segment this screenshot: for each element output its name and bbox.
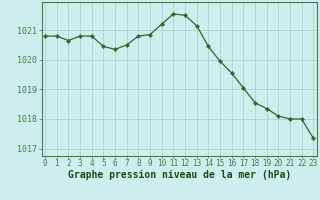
X-axis label: Graphe pression niveau de la mer (hPa): Graphe pression niveau de la mer (hPa) (68, 170, 291, 180)
